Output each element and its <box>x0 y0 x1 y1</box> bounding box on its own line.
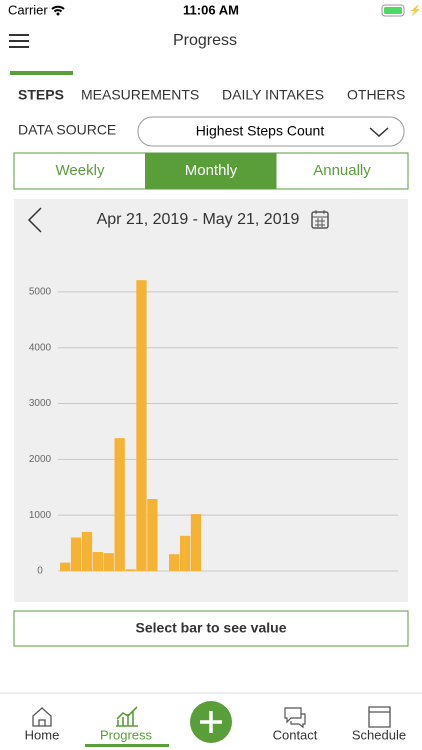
nav-label[interactable]: Home <box>25 727 60 742</box>
bar <box>125 569 136 571</box>
wifi-dot <box>56 12 60 16</box>
contact-icon[interactable] <box>284 707 306 729</box>
nav-indicator <box>85 744 169 747</box>
y-tick-label: 3000 <box>29 398 52 409</box>
bar <box>81 531 93 571</box>
select-bar-text: Select bar to see value <box>136 620 287 636</box>
chart-panel <box>14 199 408 602</box>
bar <box>169 554 180 571</box>
dropdown-arrow <box>369 127 389 138</box>
add-icon <box>200 711 222 733</box>
tab-indicator <box>10 71 73 75</box>
period-option[interactable]: Monthly <box>185 162 238 179</box>
schedule-icon[interactable] <box>368 706 391 728</box>
select-bar-button[interactable] <box>13 610 409 647</box>
data-source-value: Highest Steps Count <box>196 123 325 139</box>
y-tick-label: 4000 <box>29 342 52 353</box>
tab[interactable]: OTHERS <box>347 87 405 103</box>
date-range: Apr 21, 2019 - May 21, 2019 <box>97 211 300 228</box>
battery-level <box>384 7 402 14</box>
nav-label[interactable]: Schedule <box>352 727 406 742</box>
bar <box>103 553 114 571</box>
time: 11:06 AM <box>183 2 239 17</box>
bar <box>179 535 191 571</box>
calendar-icon[interactable] <box>311 210 329 229</box>
nav-label[interactable]: Progress <box>100 727 153 742</box>
bar <box>136 280 147 571</box>
charging: ⚡ <box>409 4 421 17</box>
period-option[interactable]: Annually <box>313 162 371 179</box>
battery <box>381 4 405 17</box>
progress-icon[interactable] <box>116 706 138 727</box>
bar <box>114 438 125 571</box>
period-selected <box>145 153 276 189</box>
bar <box>190 514 202 571</box>
home-icon[interactable] <box>32 707 52 727</box>
bar <box>70 537 82 571</box>
bar <box>147 498 158 571</box>
header-title: Progress <box>173 32 237 49</box>
chart: 0 1000 2000 3000 4000 5000 <box>29 280 398 577</box>
menu-button[interactable] <box>9 34 29 48</box>
bar <box>60 562 71 571</box>
y-tick-label: 1000 <box>29 510 52 521</box>
y-tick-label: 0 <box>37 566 43 577</box>
carrier: Carrier <box>8 2 48 17</box>
y-tick-label: 2000 <box>29 454 52 465</box>
data-source-dropdown[interactable] <box>137 116 405 147</box>
previous-button[interactable] <box>27 207 42 233</box>
tab[interactable]: DAILY INTAKES <box>222 87 324 103</box>
data-source-label: DATA SOURCE <box>18 122 116 138</box>
tab[interactable]: STEPS <box>18 87 64 103</box>
wifi-icon <box>51 5 65 13</box>
period-option[interactable]: Weekly <box>56 162 105 179</box>
tab[interactable]: MEASUREMENTS <box>81 87 199 103</box>
nav-label[interactable]: Contact <box>273 727 318 742</box>
y-tick-label: 5000 <box>29 287 52 298</box>
bar <box>92 552 104 571</box>
